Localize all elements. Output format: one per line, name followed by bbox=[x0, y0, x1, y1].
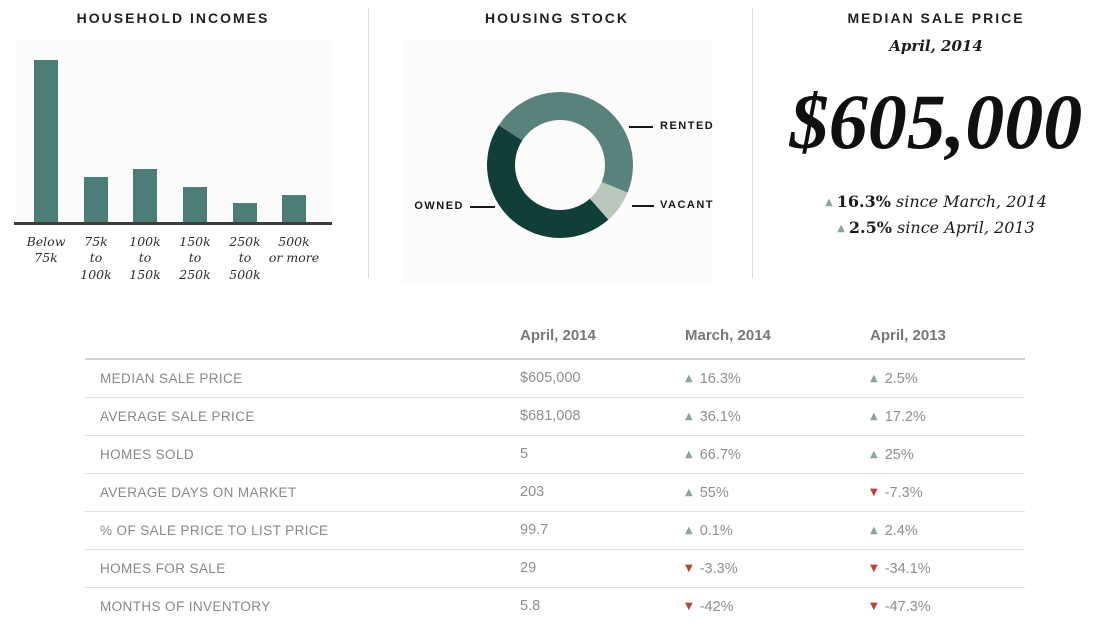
table-row: HOMES SOLD 5 ▲ 66.7% ▲ 25% bbox=[85, 436, 1025, 474]
down-arrow-icon: ▼ bbox=[870, 563, 878, 574]
up-arrow-icon: ▲ bbox=[685, 373, 693, 384]
row-label: AVERAGE DAYS ON MARKET bbox=[100, 485, 297, 500]
rented-leader-line bbox=[629, 126, 653, 128]
owned-label: OWNED bbox=[414, 200, 464, 212]
row-change-vs-prev-year: ▼ -47.3% bbox=[870, 599, 931, 615]
row-change-vs-prev-month: ▲ 55% bbox=[685, 485, 729, 501]
rented-label: RENTED bbox=[660, 120, 715, 132]
column-header-april-2014: April, 2014 bbox=[520, 327, 596, 344]
median-price-value: $605,000 bbox=[789, 78, 1083, 165]
change-value: 16.3% bbox=[836, 192, 891, 211]
row-change-vs-prev-month: ▲ 0.1% bbox=[685, 523, 733, 539]
row-change-vs-prev-month: ▼ -3.3% bbox=[685, 561, 738, 577]
household-incomes-bar-chart bbox=[15, 40, 331, 227]
row-label: MEDIAN SALE PRICE bbox=[100, 371, 243, 386]
row-current-value: 29 bbox=[520, 560, 537, 576]
table-row: MONTHS OF INVENTORY 5.8 ▼ -42% ▼ -47.3% bbox=[85, 588, 1025, 625]
row-change-vs-prev-year: ▲ 17.2% bbox=[870, 409, 926, 425]
row-label: HOMES FOR SALE bbox=[100, 561, 226, 576]
row-current-value: 99.7 bbox=[520, 522, 549, 538]
row-change-vs-prev-month: ▲ 36.1% bbox=[685, 409, 741, 425]
row-current-value: $605,000 bbox=[520, 370, 581, 386]
row-change-vs-prev-year: ▲ 2.5% bbox=[870, 371, 918, 387]
down-arrow-icon: ▼ bbox=[870, 601, 878, 612]
stats-table: April, 2014 March, 2014 April, 2013 MEDI… bbox=[85, 318, 1025, 625]
row-current-value: 5.8 bbox=[520, 598, 541, 614]
change-suffix: since March, 2014 bbox=[890, 192, 1047, 211]
owned-leader-line bbox=[470, 206, 495, 208]
row-current-value: 203 bbox=[520, 484, 545, 500]
up-arrow-icon: ▲ bbox=[685, 525, 693, 536]
stats-table-header: April, 2014 March, 2014 April, 2013 bbox=[85, 318, 1025, 360]
down-arrow-icon: ▼ bbox=[870, 487, 878, 498]
down-arrow-icon: ▼ bbox=[685, 563, 693, 574]
section-divider bbox=[368, 8, 369, 278]
up-arrow-icon: ▲ bbox=[870, 373, 878, 384]
row-change-vs-prev-year: ▲ 2.4% bbox=[870, 523, 918, 539]
stats-table-body: MEDIAN SALE PRICE $605,000 ▲ 16.3% ▲ 2.5% AVER… bbox=[85, 360, 1025, 625]
donut-segment-rented bbox=[498, 92, 633, 193]
bar-250k-to-500k bbox=[233, 203, 257, 222]
top-section: HOUSEHOLD INCOMES Below 75k 75k to 100k 10… bbox=[0, 0, 1119, 305]
column-header-march-2014: March, 2014 bbox=[685, 327, 771, 344]
bar-category-label: 75k to 100k bbox=[80, 234, 112, 282]
row-change-vs-prev-year: ▼ -34.1% bbox=[870, 561, 931, 577]
bar-150k-to-250k bbox=[183, 187, 207, 222]
change-value: 2.5% bbox=[848, 218, 892, 237]
section-divider bbox=[752, 8, 753, 278]
bar-100k-to-150k bbox=[133, 169, 157, 222]
row-change-vs-prev-month: ▲ 16.3% bbox=[685, 371, 741, 387]
donut-segment-vacant bbox=[589, 182, 628, 220]
up-arrow-icon: ▲ bbox=[837, 223, 845, 234]
up-arrow-icon: ▲ bbox=[685, 449, 693, 460]
bar-category-label: 100k to 150k bbox=[129, 234, 161, 282]
up-arrow-icon: ▲ bbox=[870, 449, 878, 460]
up-arrow-icon: ▲ bbox=[870, 525, 878, 536]
row-change-vs-prev-year: ▲ 25% bbox=[870, 447, 914, 463]
donut-segment-owned bbox=[487, 125, 609, 239]
bar-category-label: 250k to 500k bbox=[229, 234, 261, 282]
row-change-vs-prev-month: ▼ -42% bbox=[685, 599, 734, 615]
row-label: % OF SALE PRICE TO LIST PRICE bbox=[100, 523, 329, 538]
bar-category-label: Below 75k bbox=[26, 234, 66, 266]
bar-category-label: 150k to 250k bbox=[179, 234, 211, 282]
median-sale-price-panel: MEDIAN SALE PRICE April, 2014 $605,000 ▲… bbox=[753, 0, 1119, 241]
median-changes: ▲ 16.3% since March, 2014 ▲ 2.5% since Apr… bbox=[753, 189, 1119, 241]
row-change-vs-prev-year: ▼ -7.3% bbox=[870, 485, 923, 501]
table-row: AVERAGE DAYS ON MARKET 203 ▲ 55% ▼ -7.3% bbox=[85, 474, 1025, 512]
column-header-april-2013: April, 2013 bbox=[870, 327, 946, 344]
row-label: MONTHS OF INVENTORY bbox=[100, 599, 271, 614]
table-row: HOMES FOR SALE 29 ▼ -3.3% ▼ -34.1% bbox=[85, 550, 1025, 588]
row-label: AVERAGE SALE PRICE bbox=[100, 409, 255, 424]
bar-75k-to-100k bbox=[84, 177, 108, 222]
change-suffix: since April, 2013 bbox=[891, 218, 1035, 237]
up-arrow-icon: ▲ bbox=[685, 487, 693, 498]
median-change-mom: ▲ 16.3% since March, 2014 bbox=[753, 189, 1119, 215]
table-row: AVERAGE SALE PRICE $681,008 ▲ 36.1% ▲ 17.2% bbox=[85, 398, 1025, 436]
up-arrow-icon: ▲ bbox=[685, 411, 693, 422]
row-change-vs-prev-month: ▲ 66.7% bbox=[685, 447, 741, 463]
row-current-value: $681,008 bbox=[520, 408, 581, 424]
median-change-yoy: ▲ 2.5% since April, 2013 bbox=[753, 215, 1119, 241]
table-row: % OF SALE PRICE TO LIST PRICE 99.7 ▲ 0.1% ▲ 2… bbox=[85, 512, 1025, 550]
row-label: HOMES SOLD bbox=[100, 447, 195, 462]
bar-category-label: 500k or more bbox=[268, 234, 320, 266]
vacant-leader-line bbox=[632, 205, 654, 207]
median-sale-price-title: MEDIAN SALE PRICE bbox=[847, 10, 1025, 26]
row-current-value: 5 bbox=[520, 446, 529, 462]
up-arrow-icon: ▲ bbox=[825, 197, 833, 208]
bar-500k-or more bbox=[282, 195, 306, 222]
housing-stock-title: HOUSING STOCK bbox=[485, 10, 629, 26]
household-incomes-title: HOUSEHOLD INCOMES bbox=[76, 10, 270, 26]
vacant-label: VACANT bbox=[660, 199, 715, 211]
bar-chart-axis-line bbox=[14, 222, 332, 225]
up-arrow-icon: ▲ bbox=[870, 411, 878, 422]
median-subtitle: April, 2014 bbox=[889, 37, 983, 55]
bar-below-75k bbox=[34, 60, 58, 222]
table-row: MEDIAN SALE PRICE $605,000 ▲ 16.3% ▲ 2.5% bbox=[85, 360, 1025, 398]
housing-stock-donut-chart bbox=[487, 92, 633, 239]
down-arrow-icon: ▼ bbox=[685, 601, 693, 612]
housing-stock-panel-bg bbox=[402, 40, 712, 284]
